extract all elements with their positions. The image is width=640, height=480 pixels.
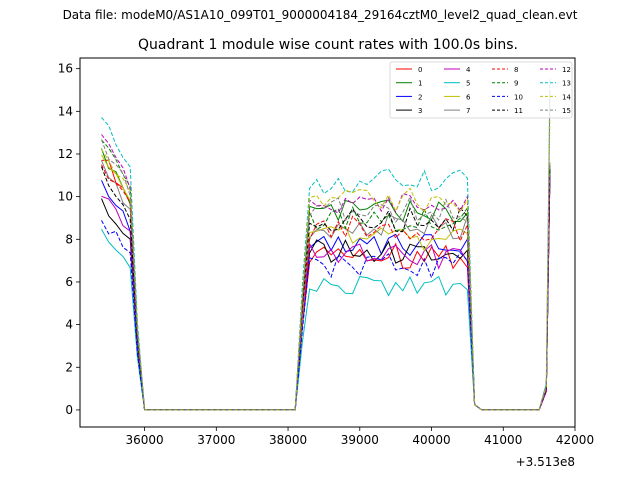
figure-suptitle: Data file: modeM0/AS1A10_099T01_90000041… — [62, 8, 578, 22]
legend-label: 5 — [466, 80, 470, 88]
series-line-9 — [101, 139, 551, 411]
series-line-15 — [101, 89, 551, 411]
y-tick-label: 14 — [58, 104, 73, 118]
series-line-12 — [101, 134, 551, 411]
legend-box — [389, 61, 573, 119]
legend-label: 13 — [562, 80, 571, 88]
series-line-6 — [101, 154, 551, 411]
legend-label: 4 — [466, 66, 471, 74]
series-line-1 — [101, 148, 551, 411]
plot-frame — [79, 57, 576, 428]
y-tick-label: 16 — [58, 62, 73, 76]
x-tick-label: 38000 — [269, 433, 307, 447]
legend-label: 9 — [514, 80, 518, 88]
x-tick-label: 41000 — [484, 433, 522, 447]
y-tick-label: 6 — [65, 275, 73, 289]
y-tick-label: 12 — [58, 147, 73, 161]
y-tick-label: 8 — [65, 232, 73, 246]
y-tick-label: 10 — [58, 190, 73, 204]
legend-label: 15 — [562, 107, 571, 115]
legend-label: 11 — [514, 107, 523, 115]
x-tick-label: 37000 — [197, 433, 235, 447]
y-tick-label: 4 — [65, 318, 73, 332]
legend-label: 7 — [466, 107, 470, 115]
series-line-0 — [101, 159, 551, 411]
y-tick-label: 2 — [65, 360, 73, 374]
series-line-10 — [101, 175, 551, 411]
chart-title: Quadrant 1 module wise count rates with … — [138, 37, 518, 53]
series-line-4 — [101, 175, 551, 411]
x-offset-label: +3.513e8 — [516, 455, 575, 469]
legend-label: 3 — [418, 107, 422, 115]
legend-label: 10 — [514, 93, 523, 101]
legend-label: 2 — [418, 93, 422, 101]
series-line-8 — [101, 164, 551, 411]
legend-label: 12 — [562, 66, 571, 74]
series-line-14 — [101, 111, 551, 411]
y-tick-label: 0 — [65, 403, 73, 417]
series-line-13 — [101, 79, 551, 411]
series-line-5 — [101, 164, 551, 411]
x-tick-label: 39000 — [341, 433, 379, 447]
series-line-11 — [101, 166, 551, 411]
x-tick-label: 36000 — [125, 433, 163, 447]
legend-label: 8 — [514, 66, 518, 74]
series-line-2 — [101, 175, 551, 411]
legend-label: 14 — [562, 93, 571, 101]
legend-label: 1 — [418, 80, 422, 88]
series-line-7 — [101, 160, 551, 411]
x-tick-label: 42000 — [556, 433, 594, 447]
legend-label: 0 — [418, 66, 422, 74]
legend-label: 6 — [466, 93, 471, 101]
x-tick-label: 40000 — [412, 433, 450, 447]
